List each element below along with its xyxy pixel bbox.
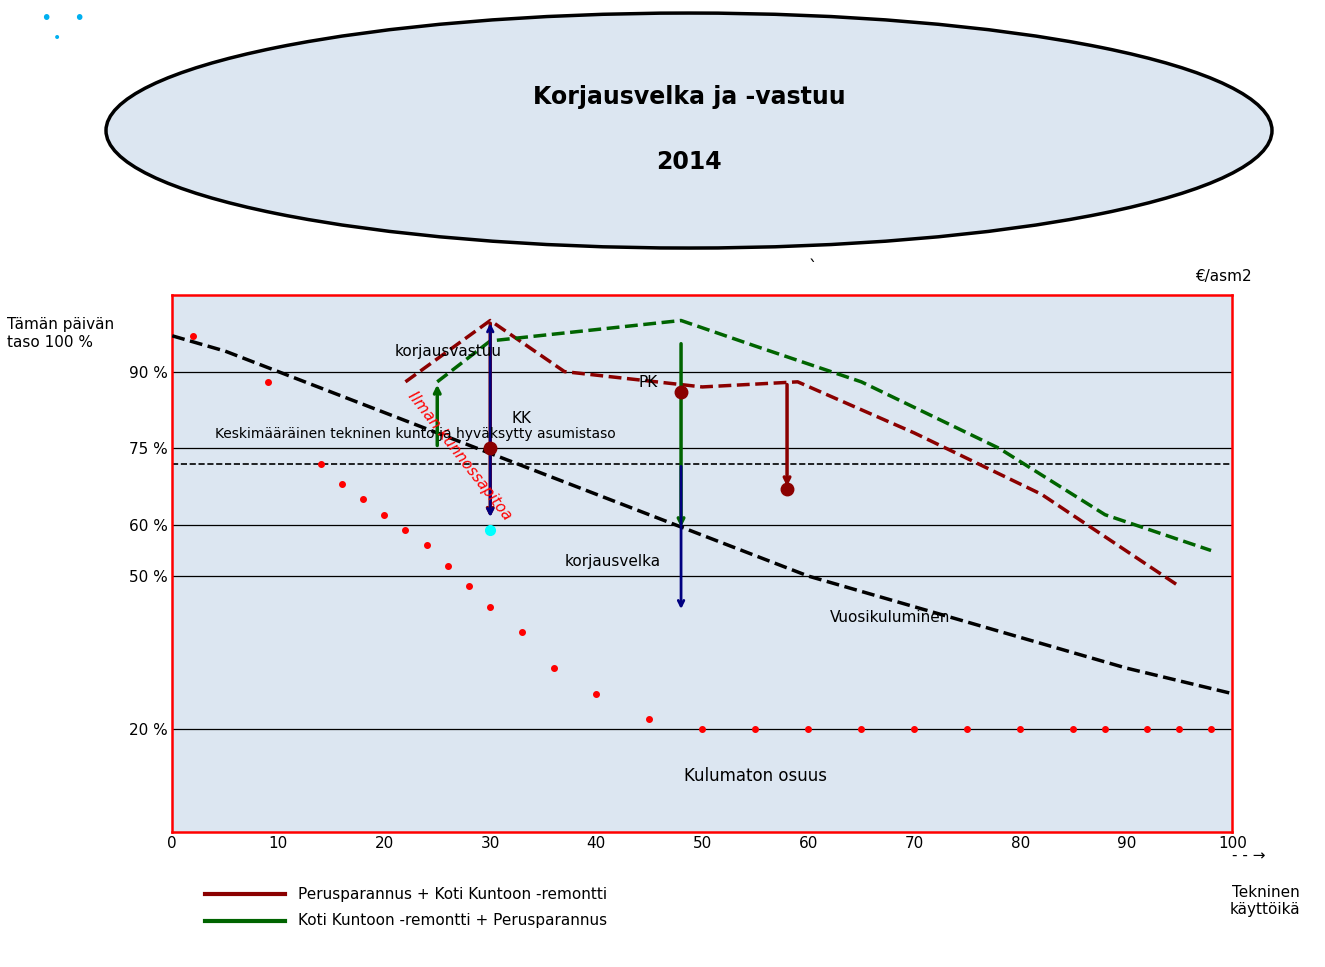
Point [480, 599, 501, 614]
Point [310, 455, 331, 471]
Text: korjausvastuu: korjausvastuu [395, 344, 502, 360]
Point [458, 578, 480, 594]
Text: KK: KK [511, 411, 531, 425]
Point [904, 721, 925, 737]
Point [331, 477, 352, 492]
Point [692, 721, 713, 737]
Text: Tekninen
käyttöikä: Tekninen käyttöikä [1230, 885, 1301, 918]
Point [639, 712, 660, 727]
Point [1137, 721, 1158, 737]
Point [1010, 721, 1031, 737]
Point [957, 721, 978, 737]
Text: Ilman kunnossapitoa: Ilman kunnossapitoa [405, 389, 515, 523]
Text: •: • [73, 9, 85, 28]
Point [1200, 721, 1222, 737]
Text: Vuosikuluminen: Vuosikuluminen [829, 610, 950, 625]
Point [851, 721, 872, 737]
Point [586, 686, 607, 701]
Text: Perusparannus + Koti Kuntoon -remontti: Perusparannus + Koti Kuntoon -remontti [298, 887, 607, 902]
Point [1094, 721, 1116, 737]
Text: PK: PK [639, 375, 659, 390]
Point [395, 522, 416, 538]
Text: Kulumaton osuus: Kulumaton osuus [684, 767, 827, 784]
Text: •: • [40, 9, 52, 28]
Ellipse shape [106, 13, 1272, 249]
Text: `: ` [808, 259, 816, 277]
Text: korjausvelka: korjausvelka [564, 554, 661, 569]
Point [374, 507, 395, 522]
Text: Keskimääräinen tekninen kunto ja hyväksytty asumistaso: Keskimääräinen tekninen kunto ja hyväksy… [215, 427, 615, 441]
Point [183, 328, 204, 343]
Point [1169, 721, 1190, 737]
Point [745, 721, 766, 737]
Text: Korjausvelka ja -vastuu: Korjausvelka ja -vastuu [533, 84, 845, 108]
Text: Koti Kuntoon -remontti + Perusparannus: Koti Kuntoon -remontti + Perusparannus [298, 913, 607, 928]
Point [798, 721, 819, 737]
Text: 2014: 2014 [656, 150, 722, 174]
Text: €/asm2: €/asm2 [1195, 269, 1252, 284]
Point [416, 538, 437, 553]
Point [1063, 721, 1084, 737]
Text: - - →: - - → [1232, 848, 1265, 864]
Point [543, 660, 564, 676]
Point [511, 625, 533, 640]
Point [437, 558, 458, 573]
Point [257, 374, 278, 390]
Text: Tämän päivän
taso 100 %: Tämän päivän taso 100 % [7, 317, 114, 350]
Point [352, 491, 374, 507]
Text: •: • [53, 31, 61, 44]
